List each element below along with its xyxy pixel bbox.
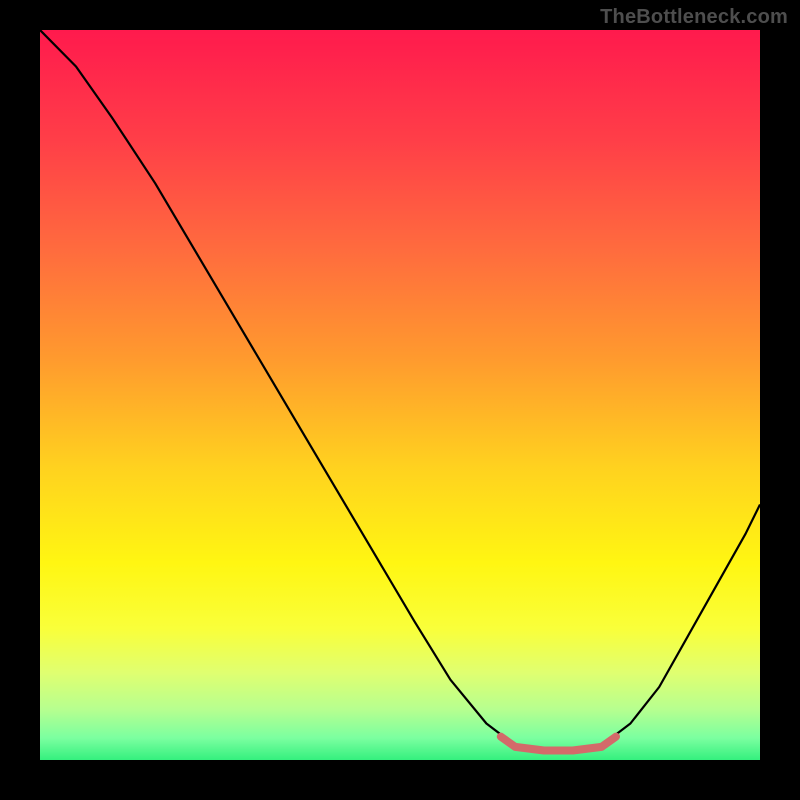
gradient-background xyxy=(40,30,760,760)
plot-svg xyxy=(40,30,760,760)
plot-area xyxy=(40,30,760,760)
watermark-text: TheBottleneck.com xyxy=(600,6,788,29)
chart-frame: TheBottleneck.com xyxy=(0,0,800,800)
